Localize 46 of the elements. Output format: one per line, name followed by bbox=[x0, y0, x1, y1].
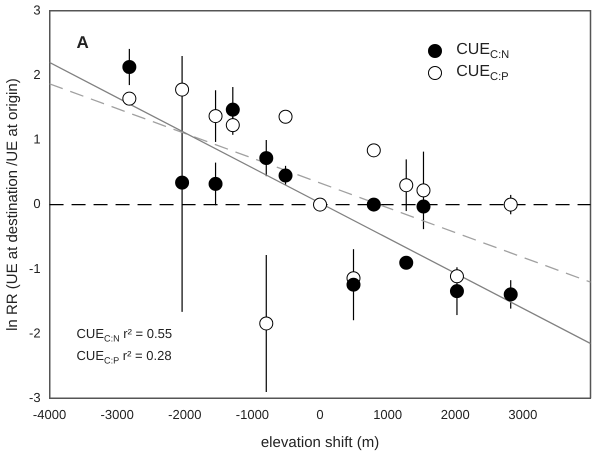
point bbox=[122, 92, 136, 106]
point bbox=[175, 82, 190, 97]
y-tick-label: -1 bbox=[28, 260, 41, 276]
point bbox=[208, 176, 223, 191]
x-tick-label: -2000 bbox=[168, 406, 202, 422]
point bbox=[313, 198, 328, 212]
y-tick-label: 3 bbox=[33, 2, 41, 18]
point bbox=[278, 110, 293, 124]
point bbox=[122, 60, 136, 74]
point bbox=[504, 287, 518, 302]
point bbox=[450, 269, 464, 284]
y-tick-label: -3 bbox=[28, 390, 41, 405]
annotation: A bbox=[76, 32, 89, 53]
y-tick-label: 1 bbox=[33, 132, 41, 147]
point bbox=[416, 183, 430, 198]
y-tick-label: 0 bbox=[33, 196, 41, 212]
annotation: CUE$_{C:N}$ r² = 0.55 bbox=[76, 326, 172, 344]
x-axis-title: elevation shift (m) bbox=[260, 434, 380, 452]
x-tick-label: -4000 bbox=[32, 406, 66, 422]
point bbox=[226, 118, 240, 132]
point bbox=[259, 316, 274, 330]
point bbox=[278, 168, 293, 183]
point bbox=[259, 151, 274, 166]
point bbox=[399, 178, 414, 192]
point bbox=[208, 109, 223, 124]
point bbox=[504, 198, 518, 212]
point bbox=[399, 256, 414, 270]
point bbox=[450, 284, 464, 298]
legend-label: CUE$_{C:N}$ bbox=[456, 40, 510, 61]
point bbox=[346, 278, 360, 292]
point bbox=[226, 102, 240, 117]
point bbox=[175, 176, 190, 190]
x-tick-label: 1000 bbox=[373, 406, 402, 422]
legend-label: CUE$_{C:P}$ bbox=[456, 62, 509, 84]
x-tick-label: 2000 bbox=[440, 406, 470, 422]
point bbox=[416, 200, 430, 214]
y-tick-label: 2 bbox=[33, 66, 41, 82]
annotation: CUE$_{C:P}$ r² = 0.28 bbox=[76, 348, 172, 366]
x-tick-label: -1000 bbox=[236, 406, 270, 422]
point bbox=[366, 143, 381, 158]
x-tick-label: 3000 bbox=[508, 406, 538, 422]
y-tick-label: -2 bbox=[28, 325, 41, 340]
y-axis-title: ln RR (UE at destination /UE at origin) bbox=[4, 78, 22, 331]
x-tick-label: 0 bbox=[316, 406, 324, 422]
x-tick-label: -3000 bbox=[100, 406, 134, 422]
point bbox=[366, 198, 381, 212]
